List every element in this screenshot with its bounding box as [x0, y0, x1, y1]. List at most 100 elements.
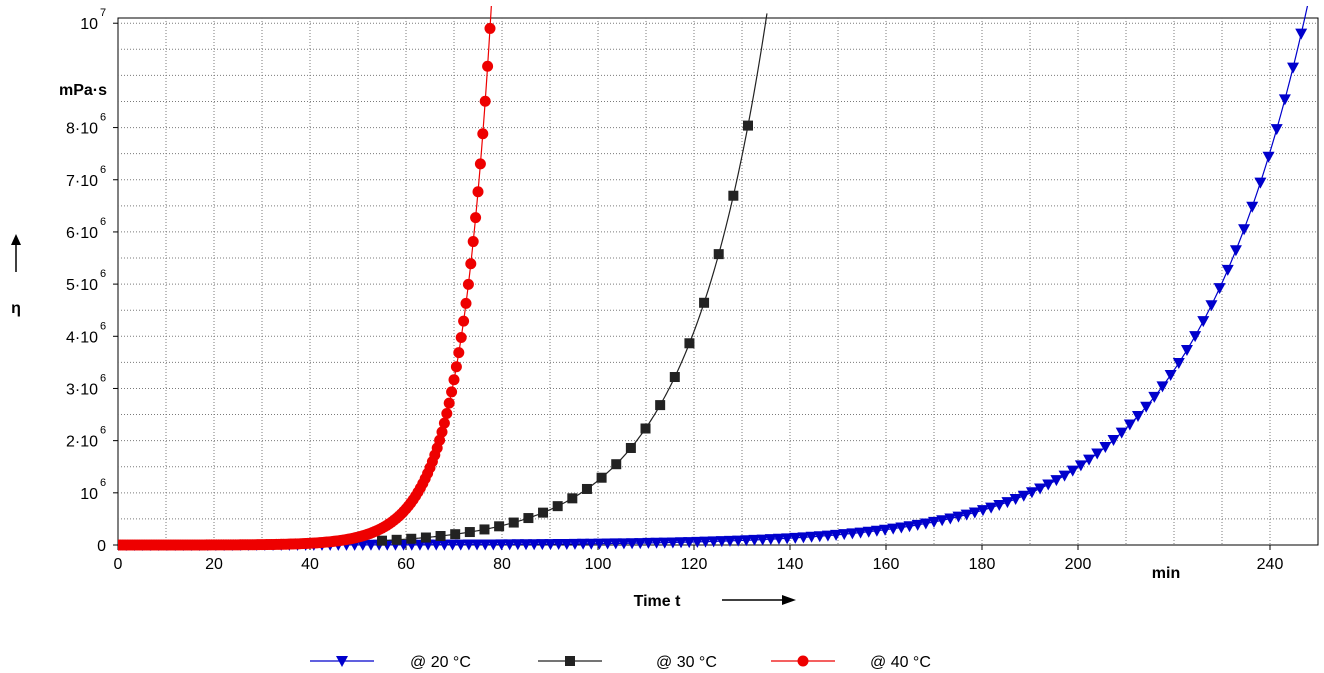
plot-frame [117, 17, 1319, 546]
legend-label: @ 40 °C [870, 654, 931, 671]
data-point [1123, 419, 1136, 431]
data-point [1262, 151, 1275, 163]
y-tick-label: 8·10 [66, 121, 98, 138]
data-point [462, 278, 474, 290]
legend-marker [336, 656, 348, 667]
y-tick-exponent: 6 [100, 216, 106, 228]
data-point [699, 536, 712, 548]
x-tick-label: 160 [873, 556, 900, 573]
data-point [364, 539, 377, 551]
y-tick-label: 4·10 [66, 329, 98, 346]
data-point [642, 537, 655, 549]
data-point [577, 538, 590, 550]
y-tick-label: 5·10 [66, 277, 98, 294]
data-point [625, 442, 636, 453]
data-point [450, 529, 461, 540]
data-point [544, 539, 557, 551]
data-point [626, 538, 639, 550]
data-point [377, 535, 387, 546]
data-point [666, 537, 679, 549]
data-point [1197, 316, 1210, 328]
data-point [420, 532, 431, 543]
data-point [976, 505, 989, 517]
data-point [724, 535, 736, 547]
data-point [655, 400, 666, 411]
data-point [1213, 283, 1226, 295]
data-point [1074, 460, 1087, 472]
data-point [511, 539, 524, 551]
data-point [601, 538, 614, 550]
data-point [1205, 300, 1218, 312]
y-axis-arrowhead-icon [11, 234, 21, 245]
data-point [1287, 62, 1300, 74]
data-point [465, 258, 477, 270]
y-tick-exponent: 7 [100, 7, 106, 19]
y-tick-exponent: 6 [100, 477, 106, 489]
data-point [458, 315, 470, 327]
x-tick-label: 240 [1257, 556, 1284, 573]
data-point [462, 539, 475, 551]
data-point [477, 128, 489, 140]
x-tick-label: 40 [301, 556, 319, 573]
data-point [1091, 448, 1104, 460]
y-tick-label: 7·10 [66, 173, 98, 190]
data-point [743, 120, 753, 131]
data-point [903, 521, 916, 533]
data-point [895, 522, 908, 534]
data-point [391, 534, 402, 545]
data-point [1025, 487, 1038, 499]
data-point [805, 531, 818, 543]
y-tick-label: 10 [80, 16, 98, 33]
data-point [495, 539, 508, 551]
data-point [650, 537, 663, 549]
data-point [536, 539, 549, 551]
data-point [740, 535, 753, 547]
data-point [684, 338, 695, 349]
data-point [1115, 427, 1128, 439]
series-30-c [377, 13, 768, 546]
data-point [821, 530, 834, 542]
data-point [479, 539, 492, 551]
data-point [611, 459, 622, 470]
data-point [1172, 357, 1185, 369]
data-point [494, 521, 505, 532]
data-point [435, 531, 446, 542]
data-point [567, 493, 578, 504]
data-point [879, 524, 892, 536]
data-point [538, 507, 549, 518]
y-unit-label: mPa·s [59, 82, 107, 99]
data-point [830, 529, 843, 541]
data-point [640, 423, 651, 434]
data-point [464, 527, 475, 538]
legend-item: @ 30 °C [538, 654, 717, 671]
data-point [1270, 124, 1283, 136]
data-point [552, 539, 565, 551]
data-point [887, 523, 900, 535]
data-point [528, 539, 541, 551]
data-point [1083, 454, 1096, 466]
data-point [523, 513, 534, 524]
y-tick-exponent: 6 [100, 425, 106, 437]
grid [118, 18, 1318, 545]
data-point [634, 538, 647, 550]
legend: @ 20 °C @ 30 °C @ 40 °C [310, 654, 931, 671]
data-point [450, 361, 462, 373]
data-point [1009, 494, 1022, 506]
data-point [460, 297, 472, 309]
data-point [772, 533, 785, 545]
data-point [1229, 245, 1242, 257]
data-point [691, 536, 704, 548]
data-point [713, 249, 724, 260]
y-tick-label: 10 [80, 486, 98, 503]
data-point [944, 513, 957, 525]
data-point [356, 539, 369, 551]
data-point [482, 60, 494, 72]
plot-area [117, 17, 1319, 546]
data-point [789, 532, 802, 544]
data-point [1254, 177, 1267, 189]
data-point [1058, 470, 1071, 482]
x-tick-label: 0 [114, 556, 123, 573]
x-tick-label: 200 [1065, 556, 1092, 573]
data-point [1017, 490, 1030, 502]
data-point [453, 347, 465, 359]
